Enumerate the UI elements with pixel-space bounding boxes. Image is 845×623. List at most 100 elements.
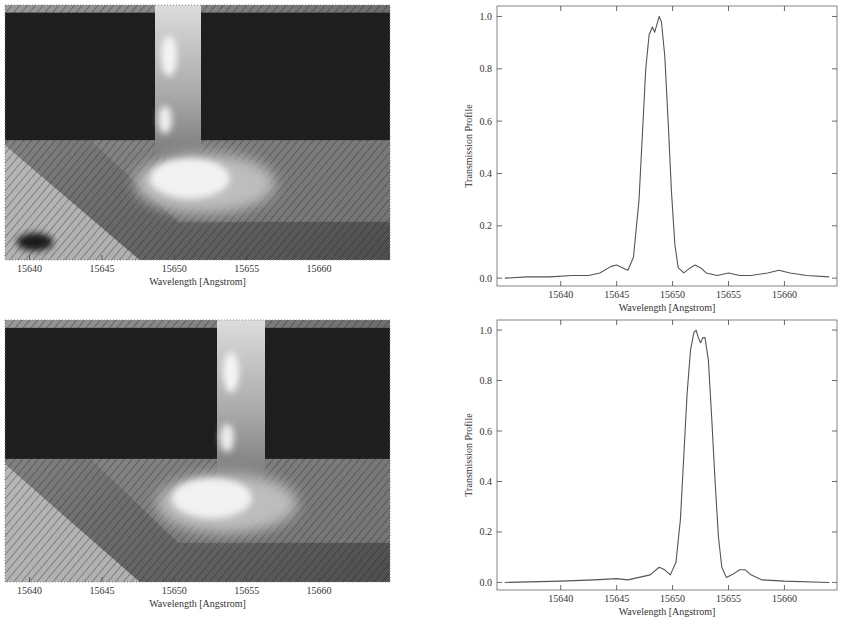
transmission-line <box>505 16 829 278</box>
frame <box>5 5 390 260</box>
bright-blob <box>150 158 230 198</box>
y-axis-title: Transmission Profile <box>463 104 474 188</box>
x-tick <box>616 6 617 11</box>
y-tick <box>832 16 837 17</box>
streak-highlight <box>223 352 239 392</box>
y-tick-label: 0.6 <box>480 116 493 127</box>
y-tick <box>497 481 502 482</box>
line-panel: 0.00.20.40.60.81.01564015645156501565515… <box>463 320 837 617</box>
y-tick <box>832 431 837 432</box>
dark-block <box>265 328 390 459</box>
bright-streak <box>155 5 201 158</box>
y-tick <box>832 481 837 482</box>
x-tick <box>672 6 673 11</box>
y-tick <box>497 173 502 174</box>
y-tick <box>497 121 502 122</box>
x-axis-title: Wavelength [Angstrom] <box>619 302 716 313</box>
x-tick <box>616 585 617 590</box>
streak-highlight <box>161 36 177 76</box>
y-tick-label: 0.6 <box>480 426 493 437</box>
x-tick <box>319 577 320 582</box>
x-tick-label: 15640 <box>17 263 42 274</box>
y-tick-label: 0.0 <box>480 273 493 284</box>
streak-highlight <box>158 106 172 134</box>
x-tick <box>728 6 729 11</box>
dark-spot <box>17 233 53 251</box>
figure: 15640 15645 15650 15655 15660 Wavelength [Ang… <box>0 0 845 623</box>
x-tick-label: 15640 <box>548 289 573 300</box>
y-tick <box>832 278 837 279</box>
x-tick <box>784 281 785 286</box>
x-tick <box>560 6 561 11</box>
dark-block <box>5 13 155 140</box>
x-tick <box>784 6 785 11</box>
x-tick <box>784 585 785 590</box>
y-tick <box>497 431 502 432</box>
x-tick <box>784 320 785 325</box>
x-tick <box>560 320 561 325</box>
image <box>5 320 390 582</box>
x-tick <box>728 320 729 325</box>
x-tick <box>672 281 673 286</box>
x-tick-label: 15650 <box>660 593 685 604</box>
y-tick <box>497 278 502 279</box>
glow <box>157 473 297 533</box>
y-tick <box>497 531 502 532</box>
y-tick <box>832 121 837 122</box>
x-tick-label: 15655 <box>234 585 259 596</box>
x-tick-label: 15650 <box>162 263 187 274</box>
y-tick <box>832 531 837 532</box>
x-tick-label: 15655 <box>234 263 259 274</box>
y-tick-label: 0.4 <box>480 476 493 487</box>
x-tick <box>101 577 102 582</box>
x-tick-label: 15655 <box>716 289 741 300</box>
image-ground <box>5 320 390 582</box>
x-tick-label: 15650 <box>162 585 187 596</box>
bright-streak <box>217 320 265 477</box>
x-tick <box>616 281 617 286</box>
y-tick-label: 0.8 <box>480 63 493 74</box>
y-tick-label: 0.0 <box>480 577 493 588</box>
glow <box>135 154 275 214</box>
x-tick <box>672 585 673 590</box>
x-tick <box>246 577 247 582</box>
image-ground <box>5 5 390 260</box>
transmission-line <box>505 330 829 582</box>
image-panel: 1564015645156501565515660Wavelength [Ang… <box>5 5 390 287</box>
x-tick-label: 15645 <box>89 585 114 596</box>
x-tick <box>174 577 175 582</box>
image <box>5 5 390 260</box>
x-tick-label: 15660 <box>772 593 797 604</box>
x-axis-title: Wavelength [Angstrom] <box>619 606 716 617</box>
y-tick-label: 0.2 <box>480 220 493 231</box>
x-tick <box>672 320 673 325</box>
x-tick <box>246 255 247 260</box>
x-axis-title: Wavelength [Angstrom] <box>149 276 246 287</box>
streak-highlight <box>220 424 234 452</box>
stripes <box>5 320 390 582</box>
x-tick-label: 15640 <box>17 585 42 596</box>
y-tick-label: 1.0 <box>480 11 493 22</box>
dark-block <box>201 13 390 140</box>
x-tick <box>560 281 561 286</box>
x-tick <box>319 255 320 260</box>
x-axis-title: Wavelength [Angstrom] <box>149 598 246 609</box>
bright-blob <box>172 478 252 518</box>
y-tick <box>832 68 837 69</box>
y-tick-label: 0.4 <box>480 168 493 179</box>
y-tick <box>497 225 502 226</box>
frame <box>497 320 837 590</box>
x-tick-label: 15660 <box>307 585 332 596</box>
y-tick <box>832 173 837 174</box>
y-tick <box>497 16 502 17</box>
x-tick-label: 15660 <box>307 263 332 274</box>
x-tick-label: 15640 <box>548 593 573 604</box>
x-tick <box>29 255 30 260</box>
frame <box>497 6 837 286</box>
x-tick <box>728 585 729 590</box>
image-panel: 15640 15645 15650 15655 15660 Wavelength [Ang… <box>5 320 390 609</box>
data <box>505 330 829 582</box>
y-tick <box>497 380 502 381</box>
x-tick <box>101 255 102 260</box>
y-axis-title: Transmission Profile <box>463 413 474 497</box>
